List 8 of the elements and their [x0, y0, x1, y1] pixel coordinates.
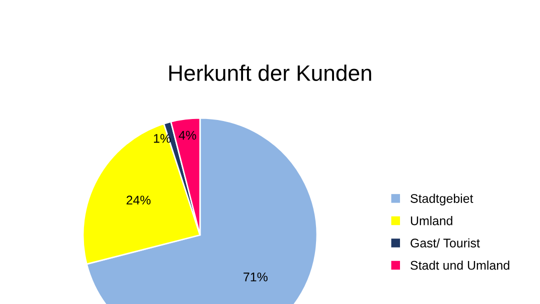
legend-label: Umland	[410, 216, 452, 226]
legend-label: Stadtgebiet	[410, 194, 474, 206]
legend-label: Gast/ Tourist	[410, 238, 480, 248]
data-label: 71%	[244, 272, 268, 282]
data-label: 4%	[178, 130, 196, 140]
legend-label: Stadt und Umland	[410, 260, 510, 270]
data-label: 24%	[126, 196, 151, 204]
chart-title: Herkunft der Kunden	[169, 64, 372, 81]
